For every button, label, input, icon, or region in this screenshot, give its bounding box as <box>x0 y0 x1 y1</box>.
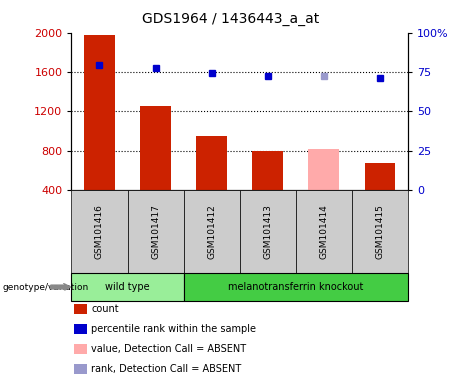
Text: GSM101417: GSM101417 <box>151 204 160 259</box>
Bar <box>196 136 227 190</box>
Bar <box>252 151 283 190</box>
Text: GSM101412: GSM101412 <box>207 204 216 259</box>
Text: GDS1964 / 1436443_a_at: GDS1964 / 1436443_a_at <box>142 12 319 25</box>
Text: value, Detection Call = ABSENT: value, Detection Call = ABSENT <box>91 344 246 354</box>
Text: GSM101415: GSM101415 <box>375 204 384 259</box>
Text: genotype/variation: genotype/variation <box>2 283 89 291</box>
Text: count: count <box>91 304 119 314</box>
Text: wild type: wild type <box>105 282 150 292</box>
Text: GSM101414: GSM101414 <box>319 204 328 259</box>
Text: percentile rank within the sample: percentile rank within the sample <box>91 324 256 334</box>
Bar <box>84 35 115 190</box>
Bar <box>365 162 396 190</box>
Text: rank, Detection Call = ABSENT: rank, Detection Call = ABSENT <box>91 364 242 374</box>
Text: GSM101413: GSM101413 <box>263 204 272 259</box>
Text: melanotransferrin knockout: melanotransferrin knockout <box>228 282 363 292</box>
Bar <box>140 106 171 190</box>
Text: GSM101416: GSM101416 <box>95 204 104 259</box>
Bar <box>308 149 339 190</box>
